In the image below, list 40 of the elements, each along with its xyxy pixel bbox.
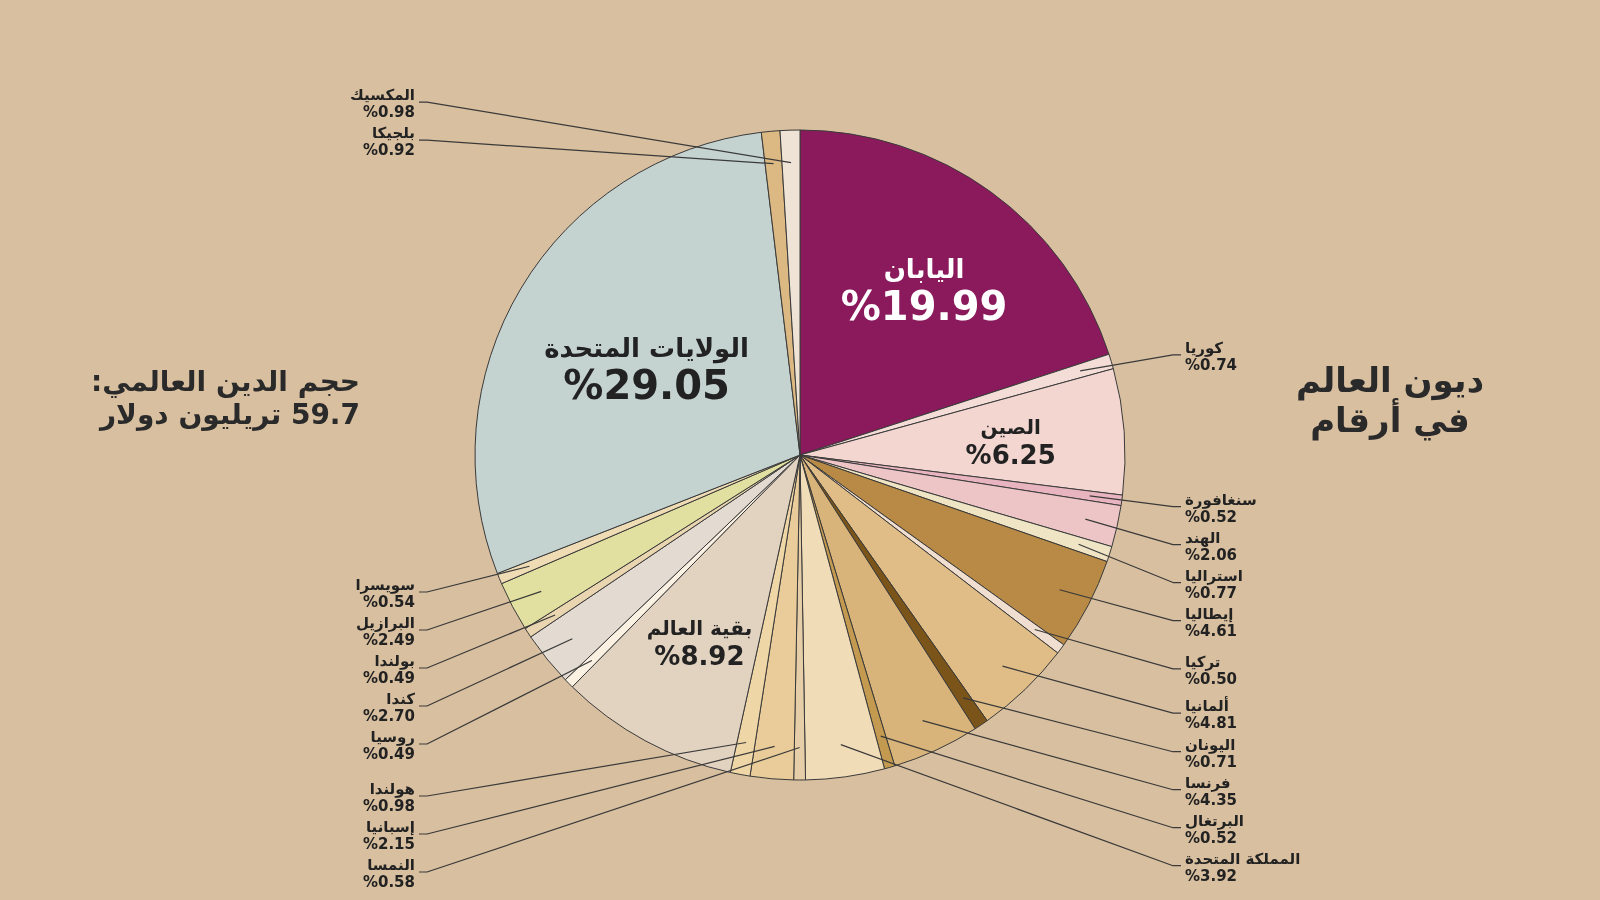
- slice-label: البرتغال: [1185, 811, 1244, 830]
- slice-label: بقية العالم: [646, 615, 753, 640]
- slice-label: اليونان: [1185, 735, 1236, 754]
- slice-label: بولندا: [374, 651, 415, 670]
- slice-label: سنغافورة: [1185, 490, 1257, 509]
- slice-label: اليابان: [883, 254, 965, 285]
- slice-label: إسبانيا: [365, 818, 415, 836]
- slice-label: روسيا: [370, 727, 415, 746]
- data-label: %0.98: [362, 103, 415, 122]
- slice-label: الصين: [980, 414, 1041, 439]
- data-label: %6.25: [965, 439, 1056, 470]
- slice-label: الهند: [1185, 528, 1221, 547]
- slice-label: ألمانيا: [1185, 696, 1229, 716]
- data-label: %4.81: [1185, 714, 1238, 733]
- slice-label: كوريا: [1185, 338, 1224, 357]
- data-label: %2.70: [362, 706, 415, 725]
- text: ديون العالم في أرقام: [1294, 360, 1486, 440]
- data-label: %0.92: [362, 141, 415, 160]
- slice-label: سويسرا: [355, 575, 415, 594]
- slice-label: الولايات المتحدة: [544, 333, 750, 365]
- slice-label: النمسا: [367, 856, 415, 874]
- slice-label: كندا: [386, 689, 416, 708]
- text: حجم الدين العالمي: 59.7 تريليون دولار: [89, 365, 360, 431]
- slice-label: تركيا: [1185, 652, 1221, 671]
- data-label: %4.61: [1185, 621, 1238, 640]
- slice-label: بلجيكا: [371, 124, 415, 143]
- slice-label: المملكة المتحدة: [1185, 849, 1301, 868]
- data-label: %0.58: [362, 873, 415, 891]
- slice-label: البرازيل: [355, 613, 415, 632]
- slice-label: استراليا: [1185, 566, 1243, 585]
- data-label: %8.92: [654, 640, 745, 671]
- data-label: %19.99: [840, 283, 1008, 330]
- slice-label: هولندا: [369, 780, 415, 798]
- slice-label: فرنسا: [1185, 773, 1231, 792]
- slice-label: إيطاليا: [1185, 604, 1234, 623]
- data-label: %0.98: [362, 797, 415, 815]
- data-label: %2.15: [362, 835, 415, 853]
- data-label: %3.92: [1185, 866, 1238, 885]
- data-label: %29.05: [563, 362, 730, 409]
- slice-label: المكسيك: [350, 86, 415, 105]
